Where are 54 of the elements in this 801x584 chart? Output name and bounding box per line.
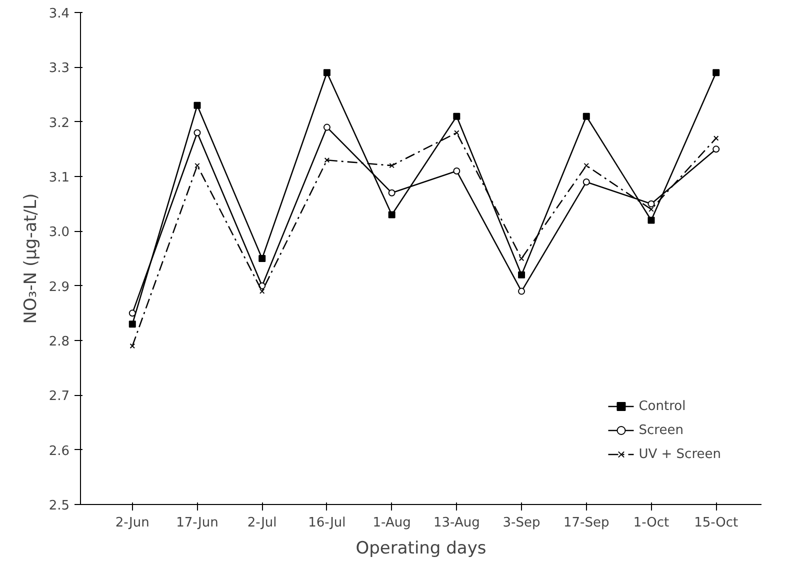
point xyxy=(259,288,265,294)
y-tick-label: 2.9 xyxy=(48,280,70,295)
x-tick-label: 15-Oct xyxy=(694,516,738,530)
point xyxy=(712,146,720,153)
point xyxy=(194,129,201,136)
point xyxy=(454,130,460,136)
y-tick-label: 3.3 xyxy=(48,61,70,76)
point xyxy=(323,69,330,76)
y-axis-title: NO₃-N (μg-at/L) xyxy=(20,193,41,324)
legend-label: Screen xyxy=(638,422,684,438)
x-axis-title: Operating days xyxy=(356,538,486,558)
x-tick-label: 17-Sep xyxy=(564,516,610,530)
point xyxy=(582,112,590,120)
y-tick-label: 2.7 xyxy=(48,389,70,404)
point xyxy=(713,136,719,141)
point xyxy=(453,168,460,175)
y-tick-label: 3.0 xyxy=(48,225,70,240)
point xyxy=(518,288,526,295)
point xyxy=(584,162,590,168)
x-tick-label: 17-Jun xyxy=(176,516,218,530)
legend-label: UV + Screen xyxy=(638,446,721,462)
x-tick-label: 2-Jul xyxy=(247,516,277,530)
point xyxy=(648,216,655,224)
x-tick-label: 2-Jun xyxy=(115,516,150,530)
point xyxy=(518,271,526,278)
point xyxy=(582,178,590,186)
point xyxy=(194,102,201,109)
point xyxy=(389,162,394,168)
y-tick-label: 3.1 xyxy=(48,170,70,186)
point xyxy=(453,112,460,120)
y-tick-label: 2.5 xyxy=(48,498,70,514)
x-tick-label: 1-Aug xyxy=(372,516,411,530)
point xyxy=(518,256,524,262)
x-tick-label: 13-Aug xyxy=(434,516,480,530)
x-tick-label: 3-Sep xyxy=(502,516,540,530)
point xyxy=(194,162,200,168)
y-tick-label: 2.8 xyxy=(48,334,70,350)
point xyxy=(128,320,136,328)
point xyxy=(388,211,396,218)
y-tick-label: 3.4 xyxy=(48,6,70,22)
point xyxy=(712,69,720,76)
point xyxy=(258,255,266,262)
legend-label: Control xyxy=(638,398,686,414)
point xyxy=(648,200,655,208)
point xyxy=(324,157,330,163)
point xyxy=(323,124,330,131)
point xyxy=(388,189,396,196)
point xyxy=(648,206,654,212)
y-tick-label: 3.2 xyxy=(48,116,70,131)
point xyxy=(130,343,136,349)
point xyxy=(128,310,136,317)
y-tick-label: 2.6 xyxy=(48,444,70,459)
x-tick-label: 1-Oct xyxy=(633,516,670,530)
x-tick-label: 16-Jul xyxy=(308,516,346,530)
